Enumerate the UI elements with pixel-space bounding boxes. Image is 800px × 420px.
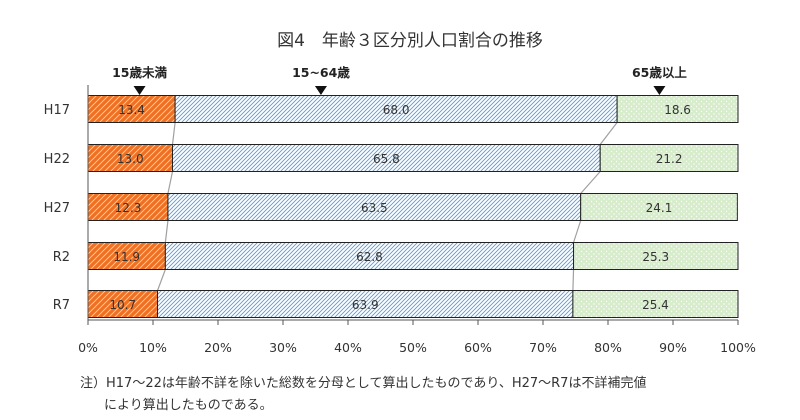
legend-marker-triangle [133,86,146,95]
connector-line [599,122,618,145]
bar-segment [599,144,739,172]
category-label: H27 [44,201,70,216]
data-label: 21.2 [656,152,683,166]
connector-line [171,122,176,145]
x-tick-label: 30% [269,340,297,355]
legend: 15歳未満 15~64歳 65歳以上 [112,65,687,95]
data-label: 13.4 [118,103,145,117]
connector-line [167,171,174,194]
data-label: 12.3 [115,201,142,215]
bars: 13.4 68.0 18.6 13.0 65.8 21.2 12.3 63.5 24.1 11.9… [87,95,739,318]
x-tick-label: 90% [659,340,687,355]
data-label: 18.6 [664,103,691,117]
bar-segment [580,193,738,221]
connector-lines [156,122,618,291]
legend-marker-triangle [653,86,666,95]
x-tick-label: 10% [139,340,167,355]
connector-line [164,220,169,243]
x-tick-label: 50% [399,340,427,355]
bar-segment [157,290,574,318]
connector-line [156,269,166,291]
footnote-line-2: により算出したものである。 [104,398,273,413]
legend-marker-triangle [314,86,327,95]
connector-line [572,269,575,291]
data-label: 24.1 [646,201,673,215]
bar-segment [573,242,739,270]
chart-title: 図4 年齢３区分別人口割合の推移 [277,31,543,51]
x-tick-label: 100% [720,340,756,355]
x-tick-label: 40% [334,340,362,355]
data-label: 25.4 [642,298,669,312]
data-label: 13.0 [117,152,144,166]
bar-segment [167,193,582,221]
category-labels: H17 H22 H27 R2 R7 [44,103,70,313]
connector-line [580,171,601,194]
category-label: H22 [44,152,70,167]
data-label: 62.8 [356,250,383,264]
x-tick-label: 70% [529,340,557,355]
bar-segment [87,193,169,221]
bar-segment [616,95,739,123]
data-label: 68.0 [383,103,410,117]
data-label: 10.7 [109,298,136,312]
x-axis: 0% 10% 20% 30% 40% 50% 60% 70% 80% 90% 100% [78,85,756,355]
legend-label: 15~64歳 [292,65,350,80]
x-tick-label: 60% [464,340,492,355]
x-tick-label: 80% [594,340,622,355]
footnote-line-1: 注）H17～22は年齢不詳を除いた総数を分母として算出したものであり、H27～R… [80,376,647,391]
category-label: R2 [53,250,70,265]
legend-label: 15歳未満 [112,65,167,80]
data-label: 63.9 [352,298,379,312]
category-label: H17 [44,103,70,118]
data-label: 11.9 [113,250,140,264]
bar-segment [174,95,618,123]
bar-segment [164,242,575,270]
category-label: R7 [53,298,70,313]
bar-segment [572,290,739,318]
legend-label: 65歳以上 [632,65,687,80]
connector-line [572,220,582,243]
x-tick-label: 20% [204,340,232,355]
data-label: 65.8 [373,152,400,166]
data-label: 25.3 [642,250,669,264]
data-label: 63.5 [361,201,388,215]
x-tick-label: 0% [78,340,98,355]
